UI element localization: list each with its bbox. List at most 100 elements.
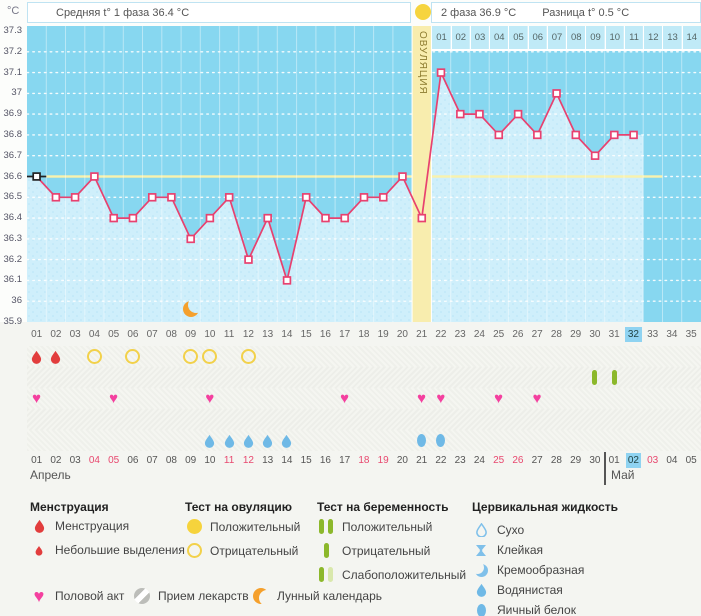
cycle-day-cell[interactable]: 02	[50, 328, 62, 340]
day-marker-cell[interactable]	[354, 346, 373, 367]
day-marker-cell[interactable]	[335, 367, 354, 388]
cycle-day-cell[interactable]: 35	[685, 328, 697, 340]
temperature-point[interactable]	[321, 213, 330, 223]
day-marker-cell[interactable]	[200, 409, 219, 430]
day-marker-cell[interactable]	[412, 409, 431, 430]
day-marker-cell[interactable]	[162, 430, 181, 451]
day-marker-cell[interactable]	[662, 367, 681, 388]
day-marker-cell[interactable]	[547, 346, 566, 367]
day-marker-cell[interactable]: ♥	[104, 388, 123, 409]
day-marker-cell[interactable]	[662, 409, 681, 430]
day-marker-cell[interactable]	[200, 430, 219, 451]
temperature-point[interactable]	[51, 193, 61, 202]
day-marker-cell[interactable]	[431, 409, 450, 430]
day-marker-cell[interactable]: ♥	[335, 388, 354, 409]
cycle-day-cell[interactable]: 30	[589, 328, 601, 340]
temperature-point[interactable]	[282, 276, 292, 285]
temperature-point[interactable]	[90, 172, 99, 181]
day-marker-cell[interactable]	[412, 346, 431, 367]
temperature-point[interactable]	[436, 68, 446, 77]
calendar-date-cell[interactable]: 04	[88, 454, 100, 466]
calendar-date-cell[interactable]: 18	[358, 454, 370, 466]
cycle-day-cell[interactable]: 16	[319, 328, 331, 340]
day-marker-cell[interactable]	[585, 367, 604, 388]
cycle-day-cell[interactable]: 24	[473, 328, 485, 340]
day-marker-cell[interactable]	[547, 409, 566, 430]
day-marker-cell[interactable]	[470, 367, 489, 388]
day-marker-cell[interactable]	[605, 346, 624, 367]
calendar-date-cell[interactable]: 03	[69, 454, 81, 466]
calendar-date-cell[interactable]: 02	[50, 454, 62, 466]
day-marker-cell[interactable]	[451, 430, 470, 451]
calendar-date-cell[interactable]: 28	[550, 454, 562, 466]
day-marker-cell[interactable]: ♥	[528, 388, 547, 409]
temperature-point[interactable]	[359, 193, 369, 202]
day-marker-cell[interactable]	[489, 346, 508, 367]
temperature-point[interactable]	[32, 172, 41, 181]
temperature-point[interactable]	[629, 130, 638, 140]
day-marker-cell[interactable]	[489, 409, 508, 430]
day-marker-cell[interactable]	[585, 388, 604, 409]
day-marker-cell[interactable]	[239, 409, 258, 430]
cycle-day-cell[interactable]: 14	[281, 328, 293, 340]
temperature-point[interactable]	[456, 109, 465, 119]
calendar-date-cell[interactable]: 19	[377, 454, 389, 466]
calendar-date-cell[interactable]: 17	[339, 454, 351, 466]
day-marker-cell[interactable]	[85, 388, 104, 409]
temperature-point[interactable]	[533, 130, 542, 140]
calendar-date-cell[interactable]: 11	[223, 454, 235, 466]
day-marker-cell[interactable]	[297, 388, 316, 409]
cycle-day-cell[interactable]: 31	[608, 328, 620, 340]
cycle-day-cell[interactable]: 08	[165, 328, 177, 340]
day-marker-cell[interactable]	[104, 409, 123, 430]
day-marker-cell[interactable]	[277, 409, 296, 430]
cycle-day-cell[interactable]: 05	[108, 328, 120, 340]
day-marker-cell[interactable]	[643, 430, 662, 451]
day-marker-cell[interactable]	[585, 409, 604, 430]
temperature-point[interactable]	[571, 130, 581, 140]
cycle-day-cell[interactable]: 18	[358, 328, 370, 340]
calendar-date-cell[interactable]: 23	[454, 454, 466, 466]
day-marker-cell[interactable]	[123, 367, 142, 388]
day-marker-cell[interactable]	[528, 367, 547, 388]
day-marker-cell[interactable]	[643, 409, 662, 430]
cycle-day-cell[interactable]: 07	[146, 328, 158, 340]
day-marker-cell[interactable]	[162, 346, 181, 367]
day-marker-cell[interactable]	[528, 409, 547, 430]
day-marker-cell[interactable]	[277, 367, 296, 388]
day-marker-cell[interactable]	[508, 367, 527, 388]
day-marker-cell[interactable]	[547, 388, 566, 409]
cycle-day-cell[interactable]: 06	[127, 328, 139, 340]
day-marker-cell[interactable]	[354, 388, 373, 409]
day-marker-cell[interactable]	[682, 388, 701, 409]
day-marker-cell[interactable]	[316, 346, 335, 367]
day-marker-cell[interactable]	[431, 430, 450, 451]
calendar-date-cell[interactable]: 30	[589, 454, 601, 466]
day-marker-cell[interactable]: ♥	[27, 388, 46, 409]
day-marker-cell[interactable]	[277, 346, 296, 367]
cycle-day-cell[interactable]: 29	[570, 328, 582, 340]
day-marker-cell[interactable]: ♥	[489, 388, 508, 409]
calendar-date-cell[interactable]: 20	[396, 454, 408, 466]
cycle-day-cell[interactable]: 11	[223, 328, 235, 340]
calendar-date-cell[interactable]: 24	[473, 454, 485, 466]
temperature-point[interactable]	[128, 213, 138, 223]
calendar-date-cell[interactable]: 05	[685, 454, 697, 466]
temperature-point[interactable]	[244, 255, 253, 264]
day-marker-cell[interactable]	[316, 430, 335, 451]
calendar-date-cell[interactable]: 25	[493, 454, 505, 466]
calendar-date-cell[interactable]: 01	[608, 454, 620, 466]
calendar-date-cell[interactable]: 16	[319, 454, 331, 466]
calendar-date-cell[interactable]: 26	[512, 454, 524, 466]
day-marker-cell[interactable]	[354, 367, 373, 388]
cycle-day-cell[interactable]: 25	[493, 328, 505, 340]
day-marker-cell[interactable]	[605, 388, 624, 409]
cycle-day-cell[interactable]: 20	[396, 328, 408, 340]
day-marker-cell[interactable]	[27, 367, 46, 388]
temperature-point[interactable]	[186, 234, 195, 244]
day-marker-cell[interactable]	[374, 346, 393, 367]
day-marker-cell[interactable]	[547, 367, 566, 388]
day-marker-cell[interactable]	[66, 346, 85, 367]
day-marker-cell[interactable]	[451, 409, 470, 430]
day-marker-cell[interactable]	[682, 346, 701, 367]
